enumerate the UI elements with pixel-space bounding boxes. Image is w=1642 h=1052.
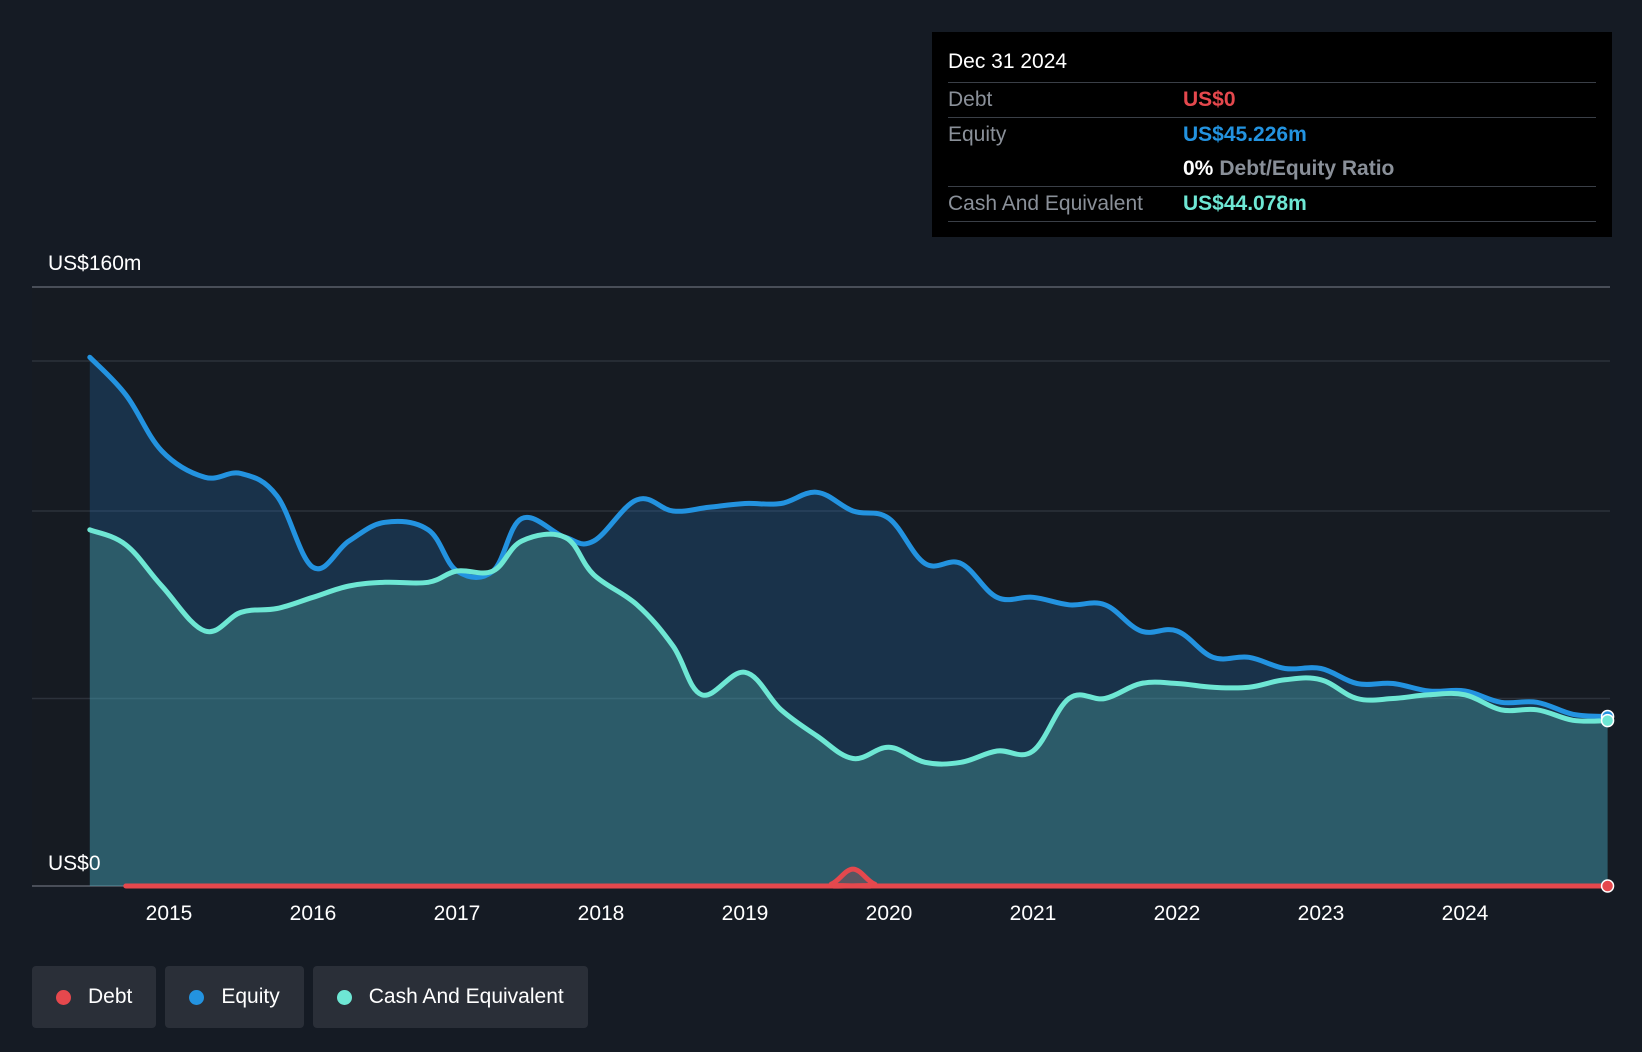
legend-label-equity: Equity: [221, 985, 280, 1008]
x-tick-label: 2016: [290, 902, 337, 925]
equity-line: [87, 354, 1611, 719]
tooltip-equity-row: Equity US$45.226m: [948, 118, 1596, 152]
cash-area: [89, 529, 1608, 886]
x-tick-label: 2024: [1442, 902, 1489, 925]
x-tick-label: 2022: [1154, 902, 1201, 925]
cash-end-marker: [1600, 713, 1615, 728]
tooltip-cash-value: US$44.078m: [1183, 192, 1307, 215]
legend-label-cash: Cash And Equivalent: [368, 985, 564, 1008]
y-axis-bottom-label: US$0: [48, 852, 101, 875]
tooltip-ratio-row: 0% Debt/Equity Ratio: [948, 152, 1596, 187]
x-axis-ticks: 2015 2016 2017 2018 2019 2020 2021 2022 2023 2024: [146, 902, 1489, 925]
x-tick-label: 2020: [866, 902, 913, 925]
x-tick-label: 2015: [146, 902, 193, 925]
cash-dot-icon: [336, 989, 352, 1005]
tooltip-equity-label: Equity: [948, 123, 1007, 146]
cash-line: [87, 527, 1611, 767]
tooltip-equity-value: US$45.226m: [1183, 123, 1307, 146]
legend-item-equity[interactable]: Equity: [165, 966, 304, 1028]
legend-label-debt: Debt: [88, 985, 133, 1008]
tooltip-debt-row: Debt US$0: [948, 83, 1596, 118]
debt-area: [125, 869, 1608, 887]
equity-area: [89, 357, 1608, 886]
x-tick-label: 2017: [434, 902, 481, 925]
end-markers: [1600, 709, 1615, 893]
tooltip-debt-label: Debt: [948, 88, 993, 111]
tooltip-date: Dec 31 2024: [948, 46, 1596, 83]
tooltip-cash-label: Cash And Equivalent: [948, 192, 1143, 215]
debt-line: [123, 866, 1611, 889]
debt-dot-icon: [56, 989, 71, 1005]
series-lines: [87, 354, 1611, 889]
x-tick-label: 2021: [1010, 902, 1057, 925]
legend-item-cash[interactable]: Cash And Equivalent: [312, 966, 588, 1028]
grid-lines: [32, 286, 1610, 887]
series-areas: [89, 357, 1608, 887]
legend-item-debt[interactable]: Debt: [32, 966, 157, 1028]
debt-end-marker: [1600, 879, 1615, 893]
x-tick-label: 2018: [578, 902, 625, 925]
tooltip-ratio-spacer: [948, 152, 1183, 186]
x-tick-label: 2019: [722, 902, 769, 925]
plot-background: [32, 287, 1610, 887]
tooltip-ratio: 0% Debt/Equity Ratio: [1183, 152, 1394, 186]
tooltip-ratio-label: Debt/Equity Ratio: [1219, 157, 1395, 180]
tooltip-debt-value: US$0: [1183, 88, 1236, 111]
equity-dot-icon: [189, 989, 205, 1005]
tooltip-ratio-percent: 0%: [1183, 157, 1214, 180]
tooltip-panel: Dec 31 2024 Debt US$0 Equity US$45.226m …: [932, 32, 1612, 237]
chart-legend: Debt Equity Cash And Equivalent: [32, 966, 588, 1028]
y-axis-top-label: US$160m: [48, 252, 141, 275]
x-tick-label: 2023: [1298, 902, 1345, 925]
tooltip-cash-row: Cash And Equivalent US$44.078m: [948, 187, 1596, 222]
